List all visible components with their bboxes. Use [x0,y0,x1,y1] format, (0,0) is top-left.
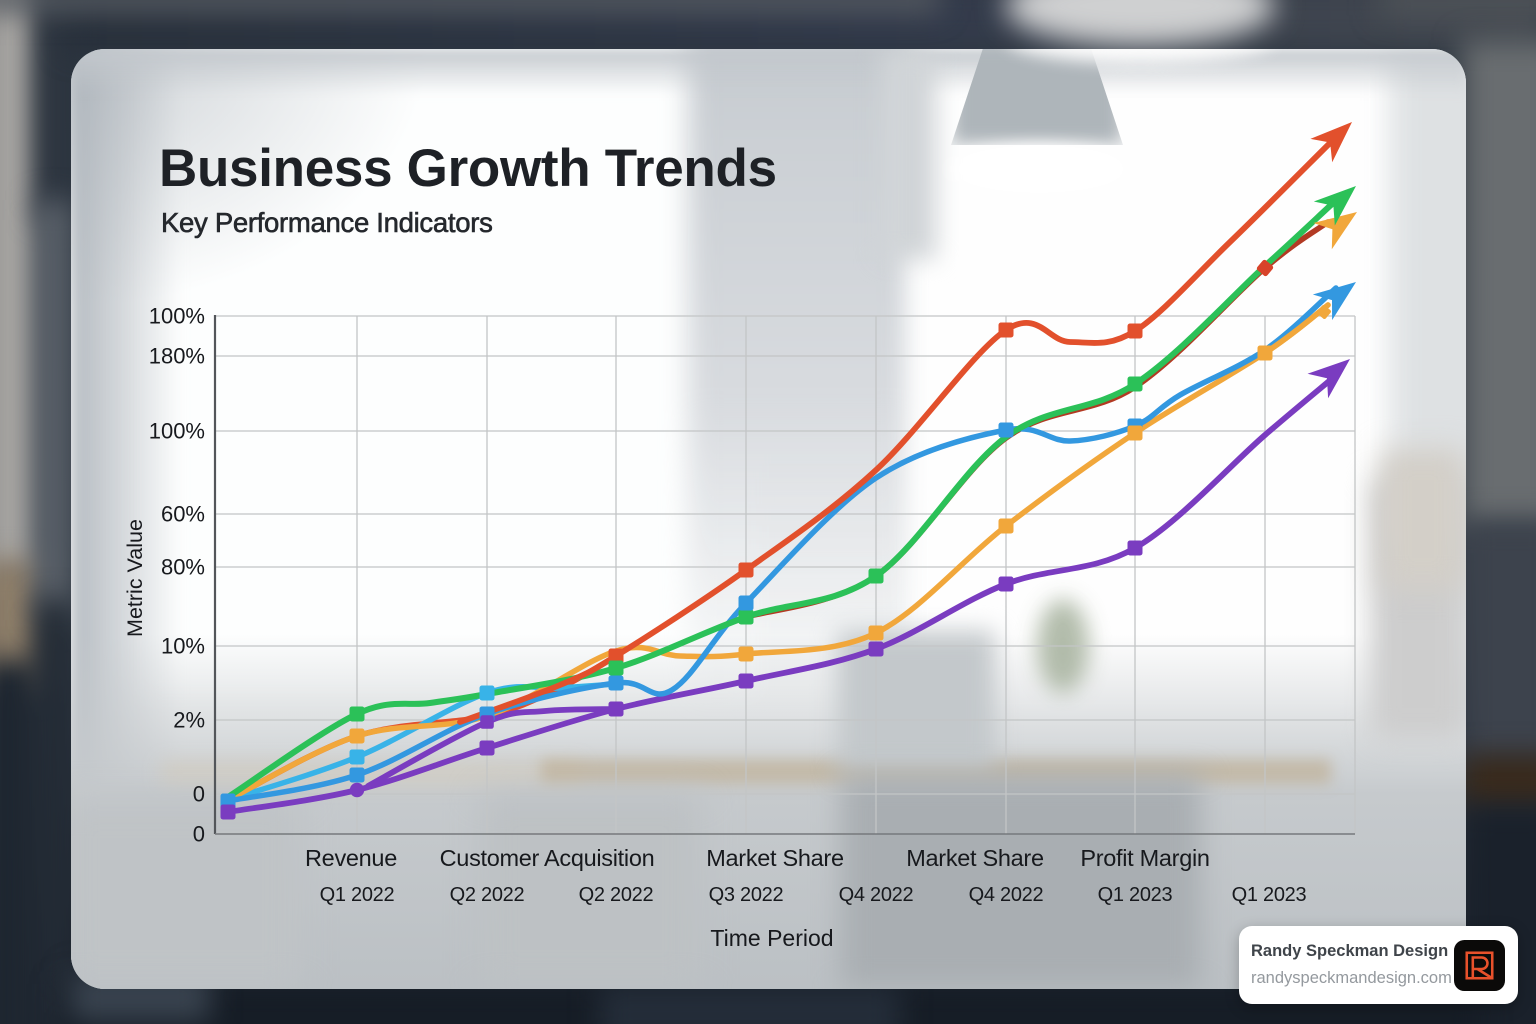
svg-text:Market Share: Market Share [706,845,844,871]
svg-text:80%: 80% [161,555,205,580]
svg-text:Q2 2022: Q2 2022 [450,884,525,906]
svg-text:100%: 100% [149,419,205,444]
svg-text:180%: 180% [149,344,205,369]
svg-text:Q4 2022: Q4 2022 [969,884,1044,906]
svg-text:60%: 60% [161,502,205,527]
svg-text:Q1 2023: Q1 2023 [1232,884,1307,906]
svg-text:Q3 2022: Q3 2022 [709,884,784,906]
svg-text:2%: 2% [173,708,205,733]
svg-text:Profit Margin: Profit Margin [1080,845,1209,871]
svg-text:Time Period: Time Period [710,925,833,951]
svg-text:100%: 100% [149,304,205,329]
svg-text:10%: 10% [161,634,205,659]
svg-text:0: 0 [193,782,205,807]
svg-text:Q1 2023: Q1 2023 [1098,884,1173,906]
svg-text:Market Share: Market Share [906,845,1044,871]
svg-text:Customer Acquisition: Customer Acquisition [440,845,655,871]
svg-text:Q4 2022: Q4 2022 [839,884,914,906]
svg-text:Q1 2022: Q1 2022 [320,884,395,906]
svg-text:Revenue: Revenue [305,845,397,871]
svg-text:Q2 2022: Q2 2022 [579,884,654,906]
svg-text:Metric Value: Metric Value [123,519,147,637]
svg-text:0: 0 [193,822,205,847]
